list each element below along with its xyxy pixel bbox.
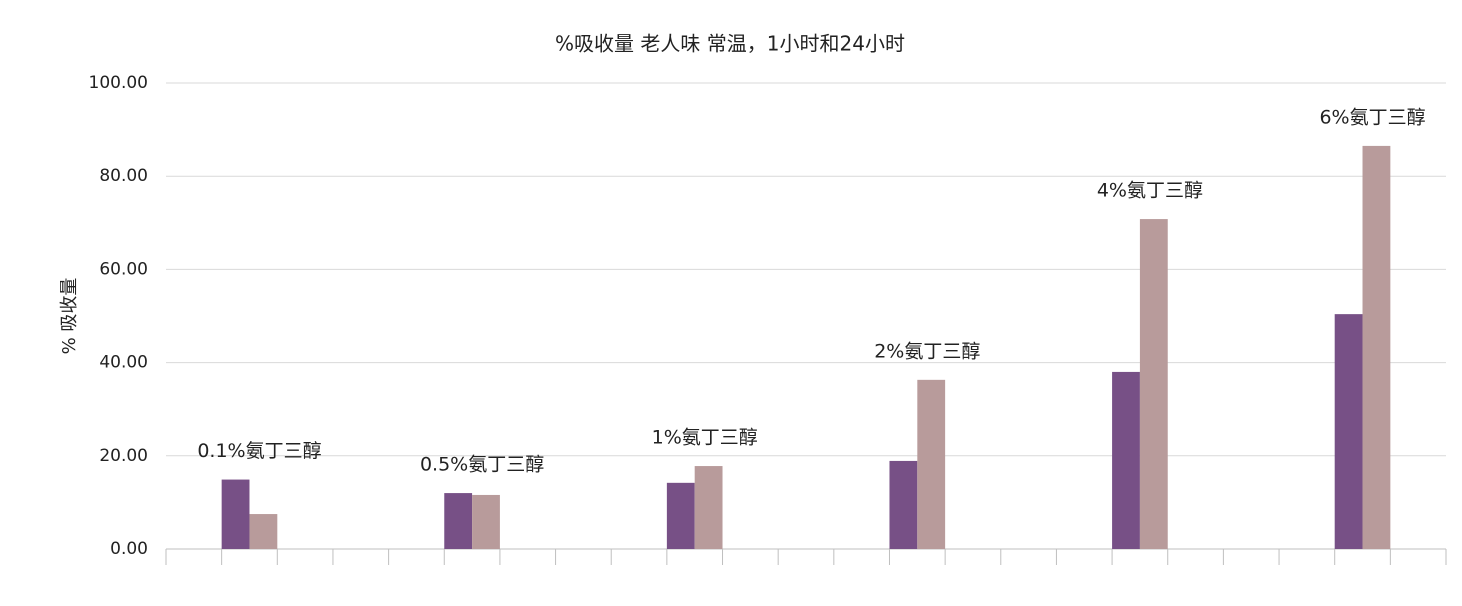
group-label: 6%氨丁三醇 [1319, 106, 1425, 128]
bar [1139, 219, 1168, 549]
bar [889, 460, 918, 549]
y-tick-label: 80.00 [99, 166, 148, 186]
bar [1112, 371, 1140, 549]
bar [249, 514, 278, 549]
bar [472, 494, 500, 549]
group-label: 1%氨丁三醇 [652, 427, 758, 449]
y-tick-label: 100.00 [89, 73, 148, 93]
bar [221, 479, 250, 549]
y-tick-label: 0.00 [110, 539, 148, 559]
bar [917, 379, 946, 549]
bar [1362, 145, 1391, 549]
y-axis-label: % 吸收量 [59, 278, 80, 355]
group-label: 2%氨丁三醇 [874, 340, 980, 362]
bar [694, 466, 723, 549]
y-tick-label: 40.00 [99, 353, 148, 373]
bar [1334, 314, 1363, 549]
group-label: 4%氨丁三醇 [1097, 180, 1203, 202]
y-tick-label: 20.00 [99, 446, 148, 466]
chart-title: %吸收量 老人味 常温，1小时和24小时 [555, 32, 905, 56]
bar [666, 482, 695, 549]
group-label: 0.1%氨丁三醇 [197, 440, 321, 462]
bar [444, 493, 473, 549]
group-label: 0.5%氨丁三醇 [420, 454, 544, 476]
y-tick-label: 60.00 [99, 259, 148, 279]
